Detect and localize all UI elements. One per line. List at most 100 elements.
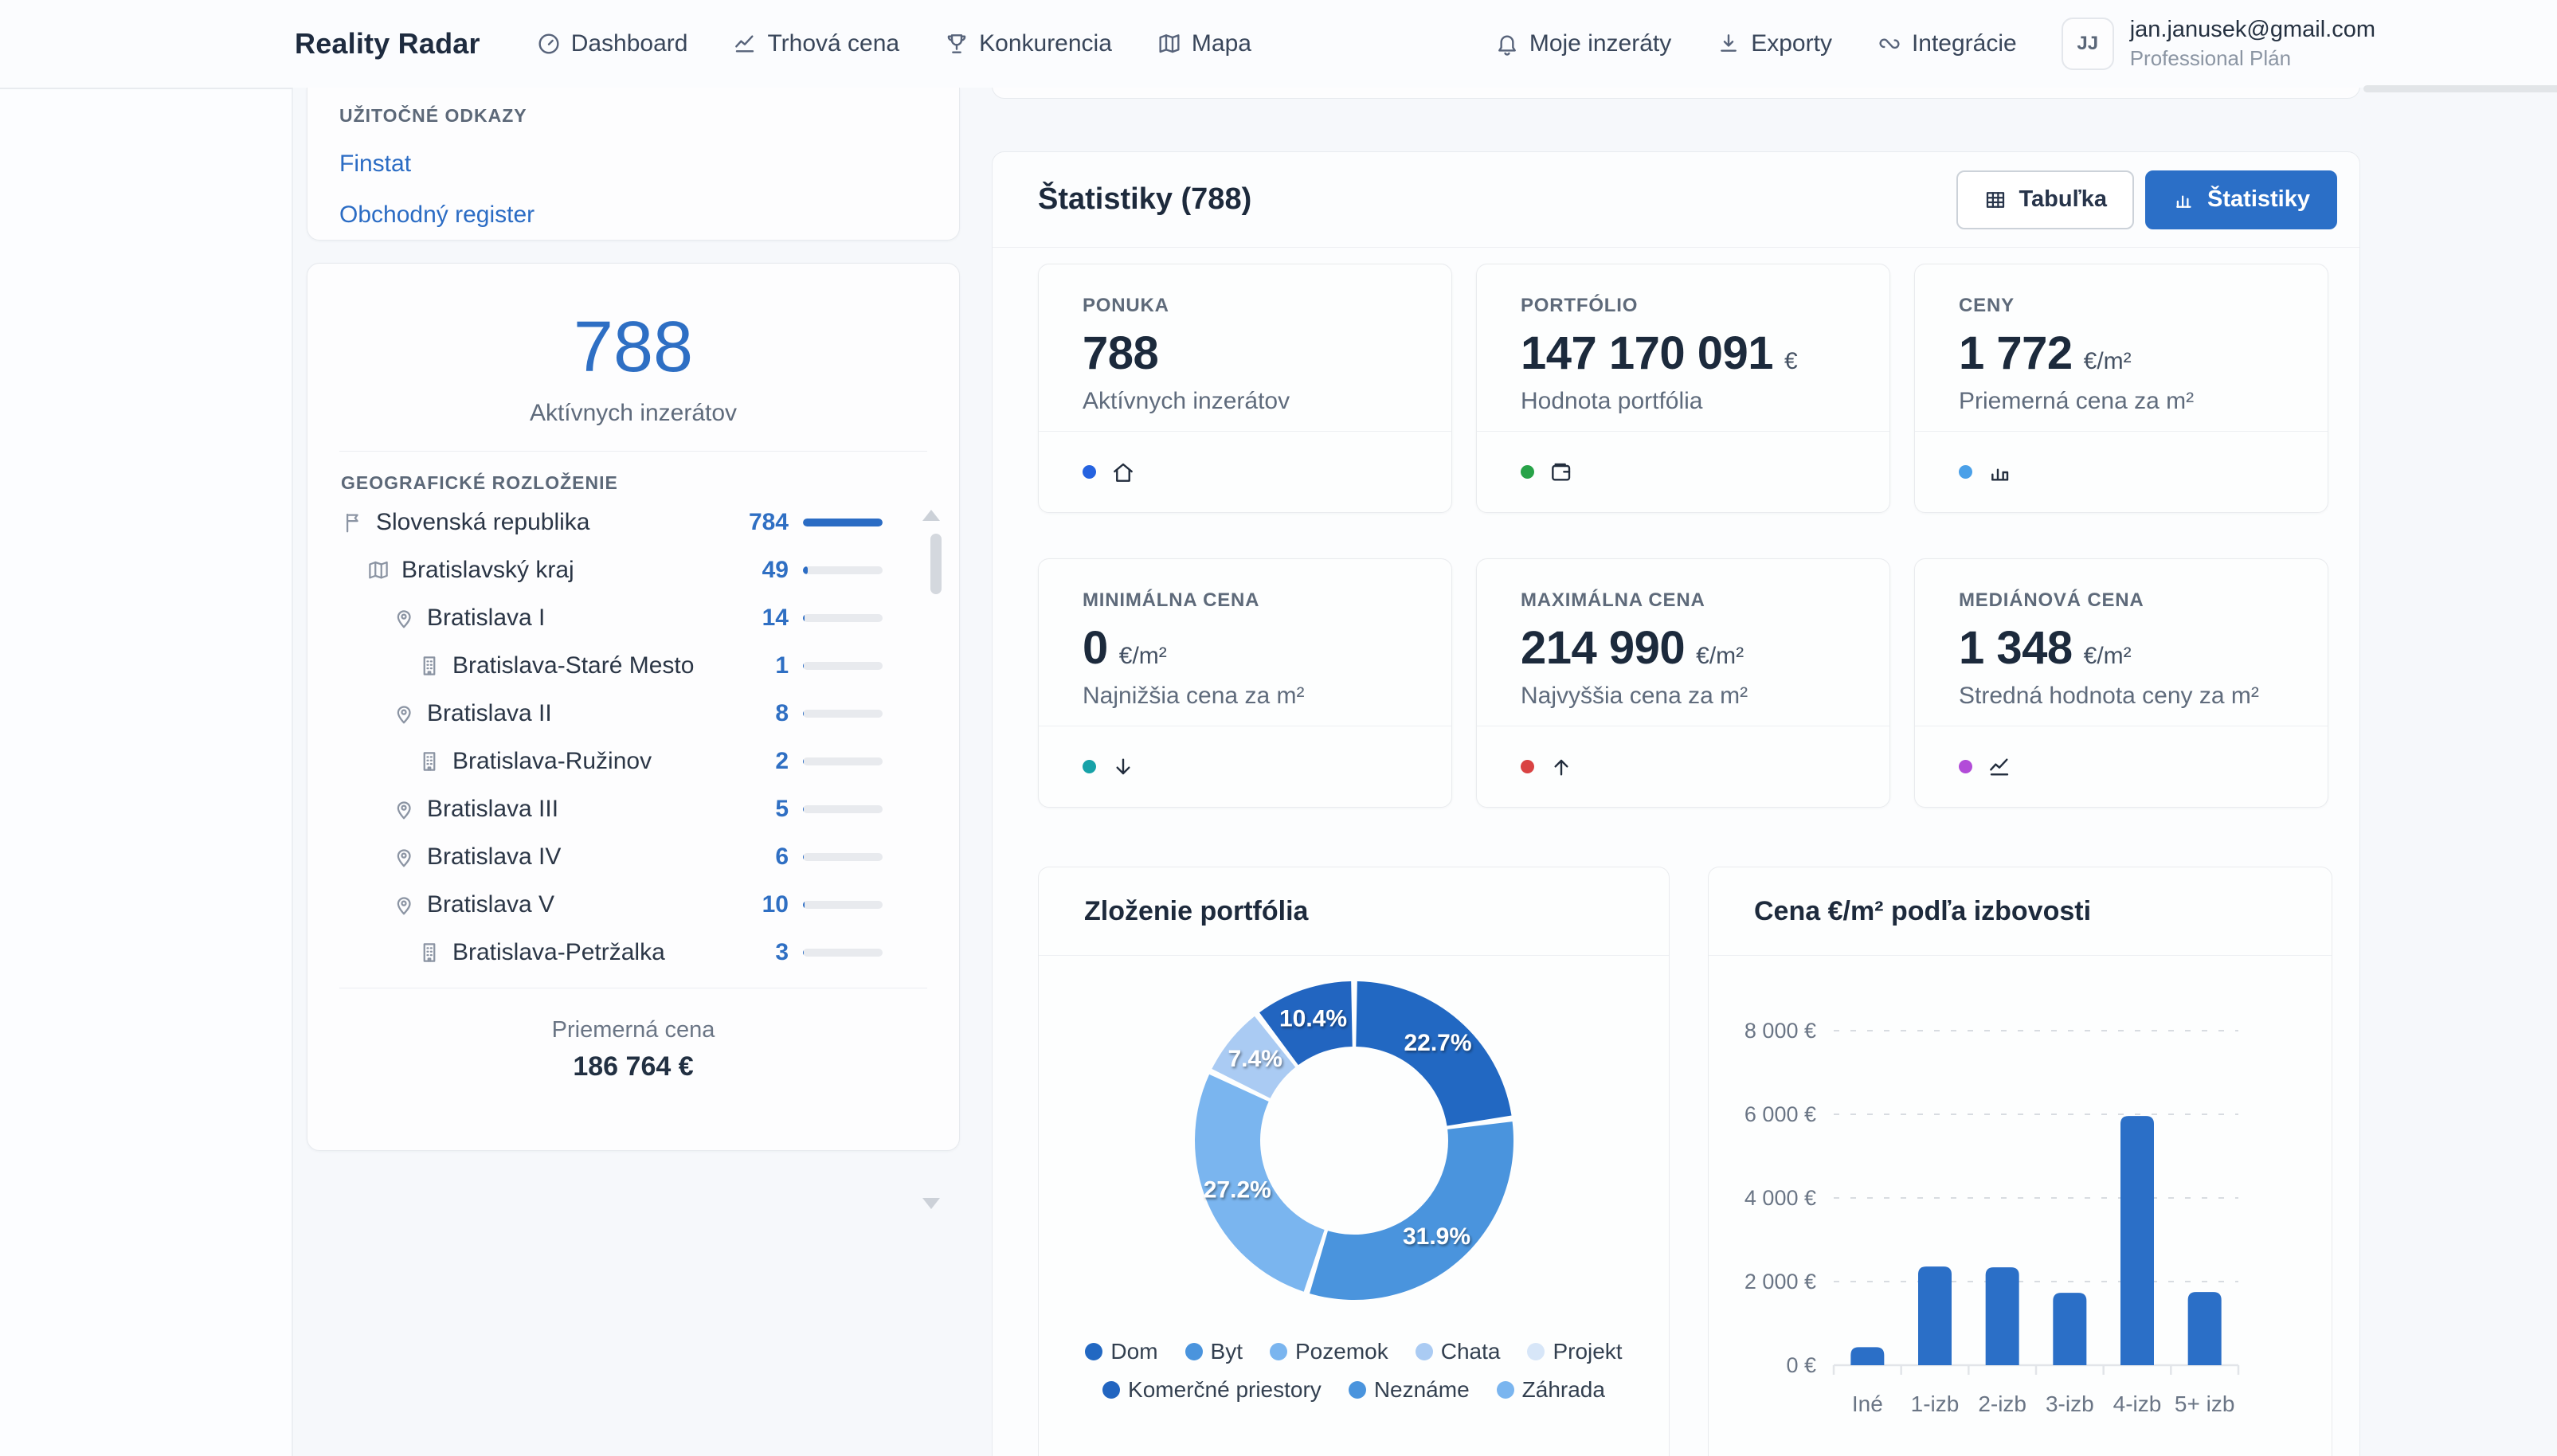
geo-row[interactable]: Bratislava III 5	[307, 785, 959, 833]
nav-item-dashboard[interactable]: Dashboard	[536, 30, 688, 57]
app-logo[interactable]: Reality Radar	[295, 27, 480, 60]
stat-card-top: PONUKA 788 Aktívnych inzerátov	[1039, 264, 1451, 431]
geo-row[interactable]: Bratislava II 8	[307, 690, 959, 738]
arrow-down-icon	[1110, 754, 1136, 780]
nav-item-integr-cie[interactable]: Integrácie	[1877, 30, 2017, 57]
legend-item-chata[interactable]: Chata	[1415, 1339, 1500, 1364]
nav-item-trhov-cena[interactable]: Trhová cena	[732, 30, 899, 57]
geo-name: Bratislava II	[427, 700, 552, 726]
link-finstat[interactable]: Finstat	[339, 151, 412, 177]
stat-label: PORTFÓLIO	[1521, 295, 1639, 316]
stat-unit: €/m²	[1118, 643, 1167, 669]
svg-text:Iné: Iné	[1852, 1391, 1883, 1416]
stat-subtitle: Stredná hodnota ceny za m²	[1959, 683, 2259, 709]
legend-item-pozemok[interactable]: Pozemok	[1270, 1339, 1388, 1364]
building-icon	[417, 941, 441, 965]
active-listings-count: 788	[573, 307, 694, 387]
stat-card-footer	[1915, 431, 2328, 512]
stat-value: 1 772	[1959, 327, 2073, 379]
trend-icon	[1987, 754, 2012, 780]
legend-item-projekt[interactable]: Projekt	[1527, 1339, 1623, 1364]
legend-item-komer-n-priestory[interactable]: Komerčné priestory	[1102, 1377, 1322, 1403]
geo-row[interactable]: Bratislava IV 6	[307, 833, 959, 881]
avatar[interactable]: JJ	[2061, 18, 2114, 70]
geo-count: 2	[775, 748, 789, 774]
legend-label: Záhrada	[1521, 1377, 1605, 1402]
top-nav: Reality Radar Dashboard Trhová cena Konkur…	[0, 0, 2557, 88]
geo-count: 3	[775, 939, 789, 965]
legend-label: Komerčné priestory	[1128, 1377, 1322, 1402]
geo-row[interactable]: Bratislavský kraj 49	[307, 546, 959, 594]
geo-name: Bratislava III	[427, 796, 559, 822]
stat-subtitle: Hodnota portfólia	[1521, 388, 1703, 414]
stat-value: 1 348	[1959, 622, 2073, 674]
geo-row[interactable]: Bratislava I 14	[307, 594, 959, 642]
geo-count: 8	[775, 700, 789, 726]
geo-row[interactable]: Bratislava-Petržalka 3	[307, 929, 959, 977]
stat-card-ponuka: PONUKA 788 Aktívnych inzerátov	[1038, 264, 1452, 513]
svg-text:0 €: 0 €	[1786, 1353, 1816, 1377]
geo-name: Bratislava-Ružinov	[452, 748, 652, 774]
portfolio-composition-title: Zloženie portfólia	[1039, 867, 1669, 956]
geo-name: Bratislavský kraj	[401, 557, 574, 583]
legend-color-dot	[1270, 1343, 1287, 1360]
stat-card-ceny: CENY 1 772 €/m² Priemerná cena za m²	[1914, 264, 2328, 513]
status-dot	[1083, 465, 1096, 479]
stat-label: MAXIMÁLNA CENA	[1521, 589, 1705, 611]
left-background-panel	[0, 88, 293, 1456]
svg-text:4-izb: 4-izb	[2113, 1391, 2162, 1416]
nav-item-label: Integrácie	[1911, 30, 2017, 57]
bar-chart-icon	[1987, 460, 2012, 485]
table-view-button[interactable]: Tabuľka	[1956, 170, 2135, 229]
donut-legend: Dom Byt Pozemok Chata Projekt Komerčné priest…	[1039, 1339, 1669, 1403]
svg-text:10.4%: 10.4%	[1278, 1005, 1346, 1031]
stat-card-minim-lna-cena: MINIMÁLNA CENA 0 €/m² Najnižšia cena za m²	[1038, 558, 1452, 808]
geo-row[interactable]: Bratislava-Staré Mesto 1	[307, 642, 959, 690]
geo-distribution-title: GEOGRAFICKÉ ROZLOŽENIE	[341, 472, 618, 493]
tree-scrollbar-thumb[interactable]	[930, 534, 942, 594]
nav-item-mapa[interactable]: Mapa	[1157, 30, 1251, 57]
geo-name: Bratislava IV	[427, 843, 562, 870]
horizontal-scrollbar-thumb[interactable]	[2363, 85, 2557, 92]
primary-nav: Dashboard Trhová cena Konkurencia Mapa	[536, 30, 1251, 57]
svg-text:2 000 €: 2 000 €	[1744, 1270, 1816, 1294]
legend-item-nezn-me[interactable]: Neznáme	[1348, 1377, 1470, 1403]
stat-unit: €	[1784, 348, 1798, 374]
legend-item-dom[interactable]: Dom	[1085, 1339, 1158, 1364]
useful-links-title: UŽITOČNÉ ODKAZY	[339, 105, 527, 126]
stats-view-button[interactable]: Štatistiky	[2145, 170, 2337, 229]
trophy-icon	[944, 31, 969, 57]
stat-value: 788	[1083, 327, 1159, 379]
user-menu[interactable]: JJ jan.janusek@gmail.com Professional Pl…	[2061, 17, 2375, 71]
portfolio-composition-card: Zloženie portfólia 22.7% 31.9% 27.2% 7.4% 10…	[1038, 867, 1670, 1456]
scroll-up-arrow-icon[interactable]	[922, 510, 940, 521]
geo-row[interactable]: Bratislava-Ružinov 2	[307, 738, 959, 785]
scroll-down-arrow-icon[interactable]	[922, 1198, 940, 1209]
avg-price-value: 186 764 €	[573, 1051, 694, 1082]
geo-share-bar	[803, 901, 883, 909]
user-email: jan.janusek@gmail.com	[2129, 17, 2375, 42]
link-obchodny-register[interactable]: Obchodný register	[339, 202, 535, 228]
geo-row[interactable]: Slovenská republika 784	[307, 499, 959, 546]
legend-item-byt[interactable]: Byt	[1185, 1339, 1243, 1364]
nav-item-konkurencia[interactable]: Konkurencia	[944, 30, 1112, 57]
nav-item-exporty[interactable]: Exporty	[1716, 30, 1832, 57]
flag-icon	[341, 511, 365, 534]
legend-item-z-hrada[interactable]: Záhrada	[1496, 1377, 1605, 1403]
pin-icon	[392, 702, 416, 726]
geo-share-bar	[803, 757, 883, 765]
statistics-header: Štatistiky (788) Tabuľka Štatistiky	[993, 152, 2359, 248]
charts-row: Zloženie portfólia 22.7% 31.9% 27.2% 7.4% 10…	[1038, 867, 2359, 1456]
svg-text:8 000 €: 8 000 €	[1744, 1019, 1816, 1043]
stat-card-footer	[1477, 726, 1889, 807]
nav-item-moje-inzer-ty[interactable]: Moje inzeráty	[1494, 30, 1671, 57]
wallet-icon	[1549, 460, 1574, 485]
svg-text:6 000 €: 6 000 €	[1744, 1102, 1816, 1126]
nav-item-label: Dashboard	[570, 30, 688, 57]
status-dot	[1521, 465, 1534, 479]
status-dot	[1521, 760, 1534, 773]
active-listings-label: Aktívnych inzerátov	[529, 400, 738, 426]
building-icon	[417, 654, 441, 678]
geo-row[interactable]: Bratislava V 10	[307, 881, 959, 929]
legend-label: Pozemok	[1295, 1339, 1388, 1364]
